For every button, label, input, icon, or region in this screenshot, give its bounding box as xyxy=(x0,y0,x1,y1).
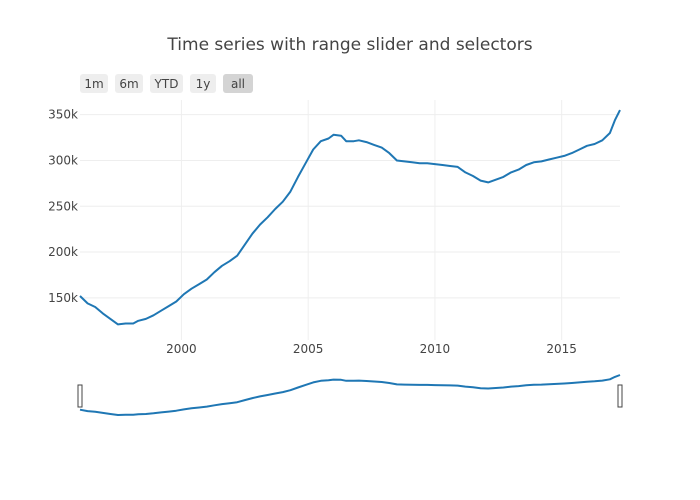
y-tick-label: 300k xyxy=(48,153,78,167)
x-tick-label: 2010 xyxy=(420,342,451,356)
range-slider-left-handle[interactable] xyxy=(77,384,83,408)
range-button-label: YTD xyxy=(154,77,179,91)
range-button-label: 1m xyxy=(84,77,103,91)
range-button-bg[interactable] xyxy=(80,74,108,93)
x-gridlines xyxy=(180,100,563,340)
range-selector: 1m 6m YTD 1y all xyxy=(80,74,253,93)
y-tick-label: 250k xyxy=(48,199,78,213)
range-button-label: 1y xyxy=(196,77,211,91)
plot-area: 150k 200k 250k 300k 350k 2000 2005 2010 2015 xyxy=(48,100,621,356)
range-button-1y[interactable]: 1y xyxy=(190,74,216,93)
x-tick-labels: 2000 2005 2010 2015 xyxy=(166,342,577,356)
range-slider[interactable] xyxy=(77,374,623,416)
range-button-bg[interactable] xyxy=(150,74,183,93)
y-tick-label: 350k xyxy=(48,108,78,122)
y-tick-labels: 150k 200k 250k 300k 350k xyxy=(48,108,78,305)
range-button-ytd[interactable]: YTD xyxy=(150,74,183,93)
series-line xyxy=(79,109,621,326)
range-button-label: 6m xyxy=(119,77,138,91)
range-button-bg[interactable] xyxy=(190,74,216,93)
y-gridlines xyxy=(80,114,620,299)
range-button-bg[interactable] xyxy=(223,74,253,93)
x-tick-label: 2000 xyxy=(166,342,197,356)
range-button-1m[interactable]: 1m xyxy=(80,74,108,93)
y-tick-label: 200k xyxy=(48,245,78,259)
x-tick-label: 2005 xyxy=(293,342,324,356)
range-button-label: all xyxy=(231,77,245,91)
range-slider-right-handle[interactable] xyxy=(617,384,623,408)
range-button-6m[interactable]: 6m xyxy=(115,74,143,93)
chart-title: Time series with range slider and select… xyxy=(166,35,532,55)
range-slider-line xyxy=(79,374,621,416)
range-button-all[interactable]: all xyxy=(223,74,253,93)
range-button-bg[interactable] xyxy=(115,74,143,93)
y-tick-label: 150k xyxy=(48,291,78,305)
x-tick-label: 2015 xyxy=(546,342,577,356)
